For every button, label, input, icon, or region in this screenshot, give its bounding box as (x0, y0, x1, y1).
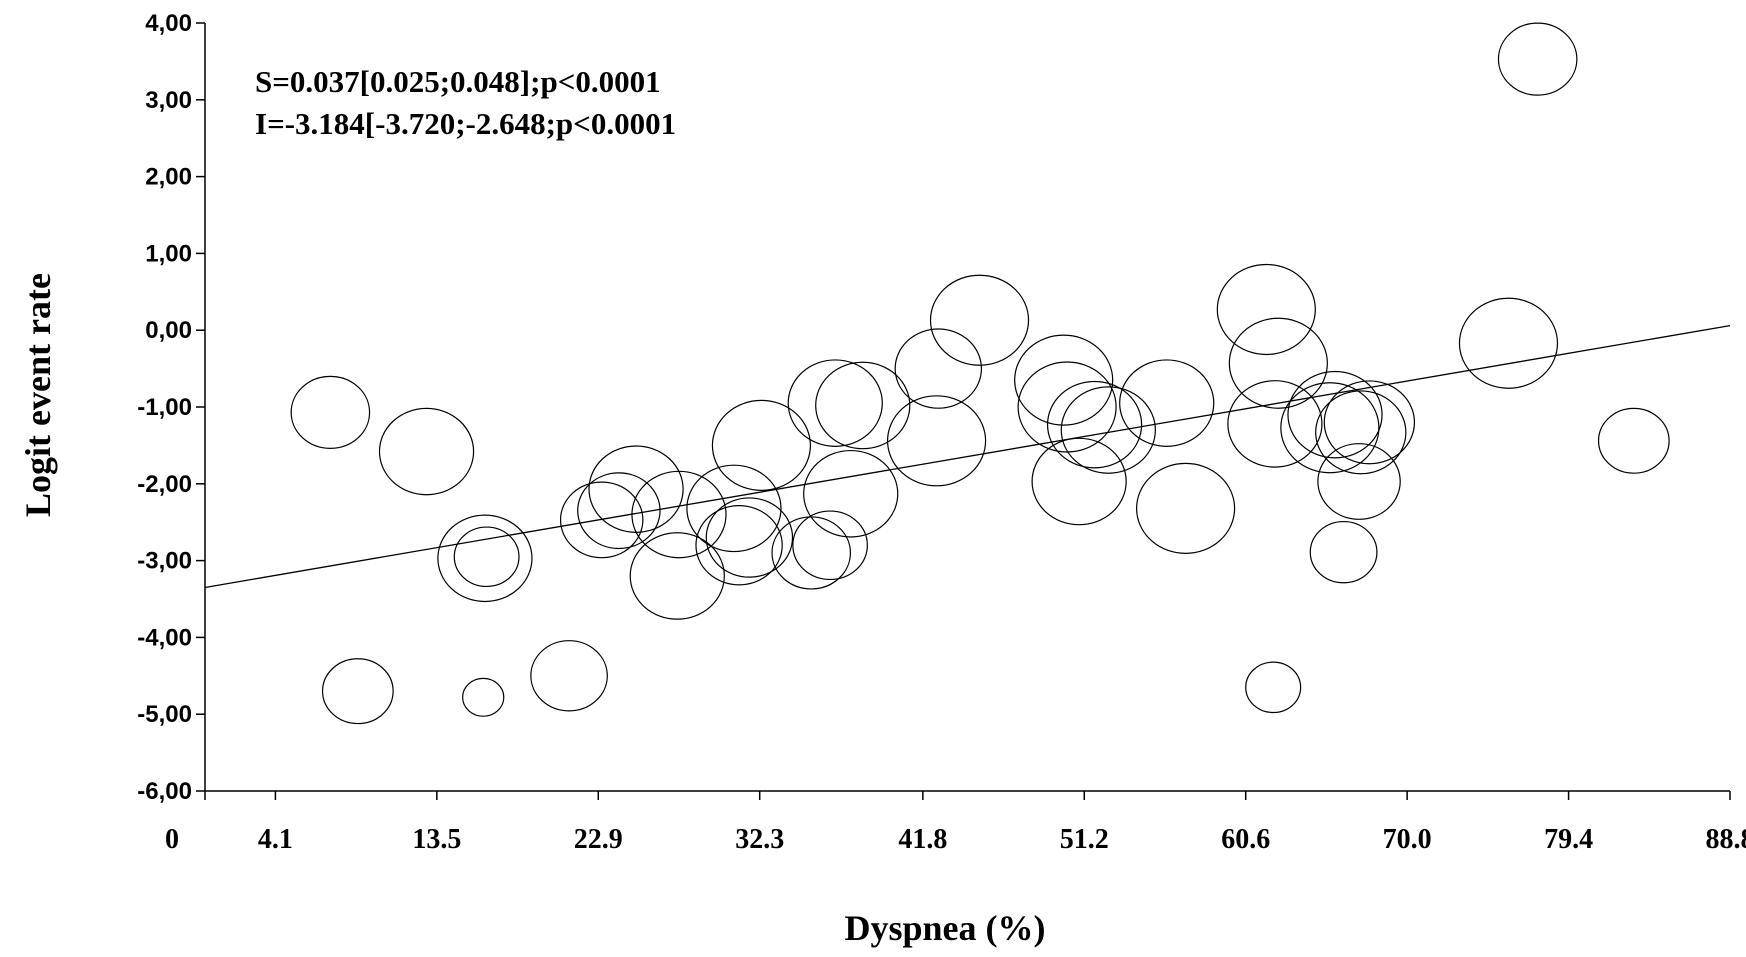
data-point (1309, 520, 1378, 584)
data-point (321, 658, 394, 725)
intercept-annotation: I=-3.184[-3.720;-2.648;p<0.0001 (255, 106, 676, 141)
axes: 4,00 3,00 2,00 1,00 0,00 -1,00 -2,00 -3,00 -4,00… (137, 10, 1746, 855)
x-tick-label: 79.4 (1544, 824, 1593, 855)
data-point (1014, 334, 1114, 426)
y-tick-label: -6,00 (137, 778, 192, 805)
data-point (462, 677, 505, 717)
data-point (290, 375, 371, 449)
data-points (290, 22, 1670, 725)
data-point (1458, 297, 1559, 389)
data-point (1017, 361, 1117, 453)
data-point (1280, 382, 1380, 474)
data-point (705, 497, 794, 578)
x-tick-label: 41.8 (898, 824, 947, 855)
data-point (815, 361, 911, 450)
data-point (577, 472, 661, 550)
data-point (1031, 437, 1127, 526)
data-point (1046, 380, 1143, 469)
data-point (1323, 380, 1416, 465)
data-point (1228, 317, 1328, 409)
data-point (792, 510, 868, 581)
data-point (530, 640, 608, 712)
data-point (453, 526, 520, 588)
data-point (1136, 462, 1236, 554)
data-point (929, 274, 1030, 366)
data-point (378, 407, 475, 496)
y-tick-label: 0,00 (145, 317, 192, 344)
data-point (1287, 370, 1383, 459)
slope-annotation: S=0.037[0.025;0.048];p<0.0001 (255, 64, 661, 99)
data-point (437, 514, 533, 603)
data-point (629, 532, 725, 620)
y-axis-title: Logit event rate (18, 273, 58, 517)
regression-line (204, 324, 1731, 589)
data-point (695, 505, 783, 586)
y-tick-label: -5,00 (137, 701, 192, 728)
y-tick-label: -1,00 (137, 394, 192, 421)
x-tick-label: 60.6 (1221, 824, 1270, 855)
y-tick-label: 3,00 (145, 87, 192, 114)
y-tick-label: 1,00 (145, 240, 192, 267)
x-tick-label: 88.8 (1706, 824, 1746, 855)
data-point (1119, 359, 1215, 447)
data-point (886, 395, 987, 487)
data-point (711, 399, 812, 491)
data-point (803, 449, 899, 538)
data-point (1497, 22, 1578, 96)
data-point (1227, 380, 1323, 468)
y-tick-label: -3,00 (137, 548, 192, 575)
x-tick-label: 4.1 (258, 824, 293, 855)
data-point (787, 359, 883, 447)
data-point (686, 464, 782, 553)
x-tick-label: 22.9 (574, 824, 623, 855)
data-point (894, 328, 983, 409)
data-point (1317, 443, 1401, 520)
x-tick-label: 0 (165, 824, 179, 855)
regression-annotations: S=0.037[0.025;0.048];p<0.0001 I=-3.184[-… (255, 64, 676, 141)
data-point (1060, 386, 1156, 474)
y-tick-label: -4,00 (137, 624, 192, 651)
y-tick-label: -2,00 (137, 471, 192, 498)
x-tick-label: 32.3 (735, 824, 784, 855)
data-point (1245, 661, 1302, 714)
data-point (1597, 407, 1670, 474)
data-point (559, 481, 644, 559)
x-tick-label: 70.0 (1383, 824, 1432, 855)
x-tick-label: 13.5 (412, 824, 461, 855)
data-point (1216, 263, 1316, 356)
y-tick-label: 4,00 (145, 10, 192, 37)
x-tick-label: 51.2 (1060, 824, 1109, 855)
data-point (1315, 390, 1407, 475)
y-tick-label: 2,00 (145, 164, 192, 191)
x-axis-title: Dyspnea (%) (844, 908, 1045, 948)
